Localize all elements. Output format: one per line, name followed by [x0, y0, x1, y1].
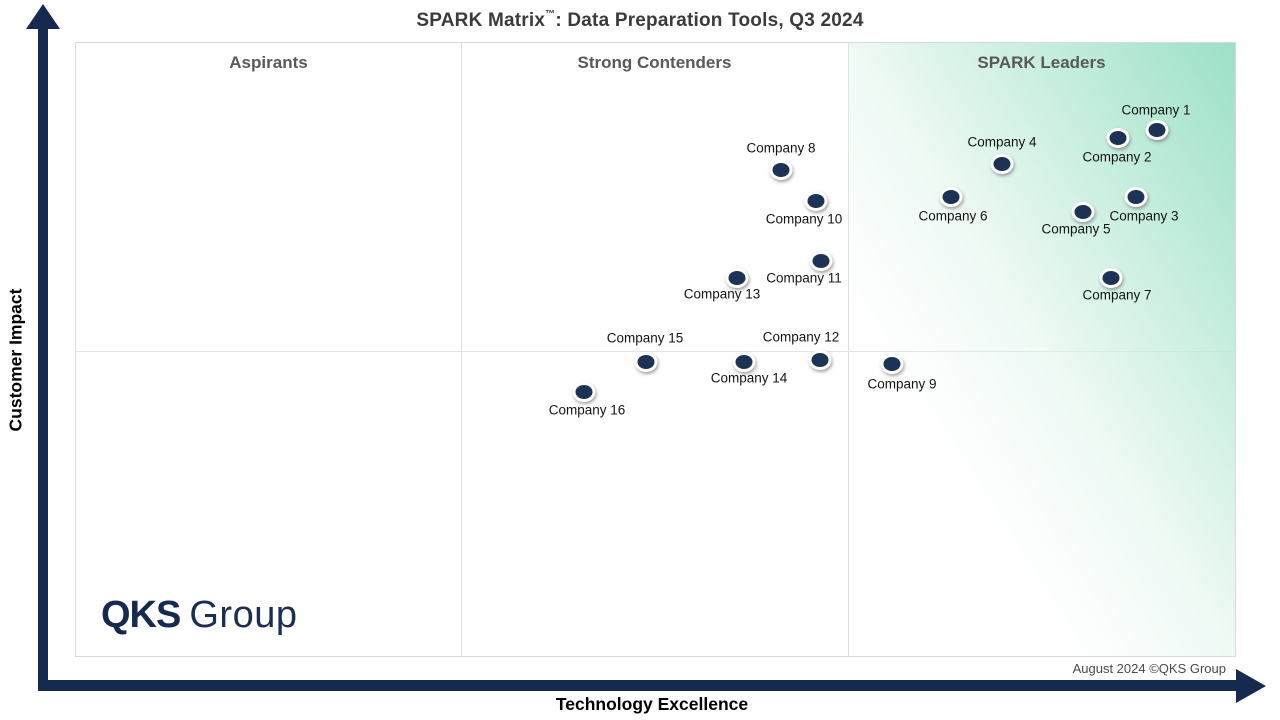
- plot-area: Aspirants Strong Contenders SPARK Leader…: [75, 42, 1236, 657]
- quadrant-divider-horizontal: [76, 351, 1235, 352]
- trademark-symbol: ™: [545, 9, 556, 20]
- chart-title-rest: : Data Preparation Tools, Q3 2024: [555, 10, 864, 31]
- y-axis-arrowhead-icon: [26, 4, 60, 29]
- quadrant-divider-vertical-1: [461, 43, 462, 656]
- quadrant-header-spark-leaders: SPARK Leaders: [977, 53, 1106, 72]
- quadrant-header-strong-contenders: Strong Contenders: [577, 53, 732, 72]
- x-axis-line: [38, 680, 1238, 691]
- y-axis-label: Customer Impact: [5, 288, 26, 432]
- qks-group-logo: QKS Group: [101, 596, 297, 634]
- y-axis-line: [38, 26, 48, 691]
- spark-leaders-gradient: [848, 43, 1235, 656]
- copyright-credit: August 2024 ©QKS Group: [1072, 661, 1226, 676]
- logo-text-regular: Group: [189, 594, 298, 636]
- chart-title-main: SPARK Matrix: [416, 10, 546, 31]
- x-axis-arrowhead-icon: [1236, 669, 1266, 703]
- chart-title: SPARK Matrix™: Data Preparation Tools, Q…: [0, 9, 1280, 32]
- logo-text-bold: QKS: [101, 594, 181, 636]
- x-axis-label: Technology Excellence: [555, 694, 749, 714]
- quadrant-header-aspirants: Aspirants: [229, 53, 308, 72]
